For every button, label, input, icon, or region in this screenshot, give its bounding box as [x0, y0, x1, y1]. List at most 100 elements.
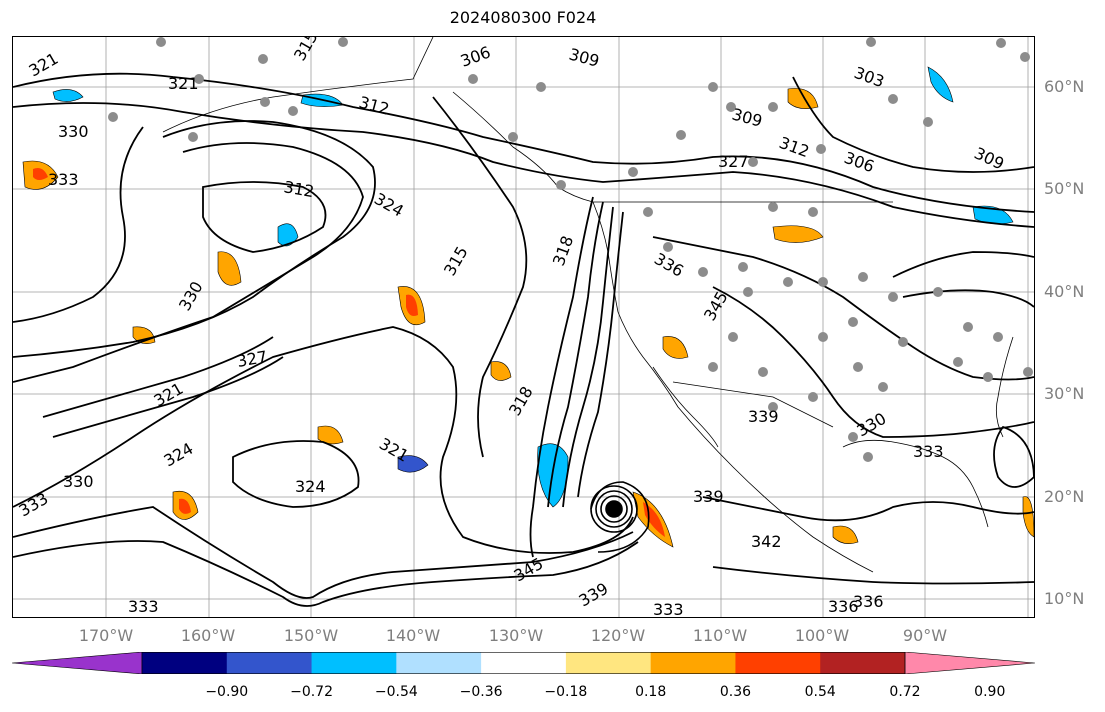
- station-marker: [953, 357, 963, 367]
- shade-blue-hudson: [927, 66, 954, 103]
- colorbar-tick-label: 0.54: [804, 684, 836, 700]
- station-marker: [748, 157, 758, 167]
- station-marker: [726, 102, 736, 112]
- longitude-label: 120°W: [590, 626, 646, 645]
- colorbar-segment: [820, 652, 906, 674]
- contour-label: 333: [48, 170, 79, 189]
- latitude-label: 60°N: [1044, 77, 1085, 96]
- longitude-label: 110°W: [692, 626, 748, 645]
- graticule: [13, 37, 1034, 617]
- contour-label: 315: [440, 243, 472, 279]
- contour-label: 339: [576, 579, 612, 611]
- coast-gulf: [842, 439, 989, 528]
- contour-label: 309: [567, 45, 601, 71]
- colorbar-tick-label: 0.90: [974, 684, 1006, 700]
- station-marker: [818, 332, 828, 342]
- shade-blue-gulf-alaska: [52, 89, 84, 102]
- station-marker: [863, 452, 873, 462]
- station-marker: [783, 277, 793, 287]
- station-marker: [923, 117, 933, 127]
- contour-label: 324: [371, 189, 407, 221]
- station-marker: [188, 132, 198, 142]
- station-marker: [808, 207, 818, 217]
- storm-spiral: [590, 481, 650, 553]
- chart-title: 2024080300 F024: [449, 8, 597, 27]
- station-marker: [663, 242, 673, 252]
- station-marker: [983, 372, 993, 382]
- station-marker: [643, 207, 653, 217]
- station-marker: [708, 82, 718, 92]
- station-marker: [768, 402, 778, 412]
- longitude-label: 150°W: [283, 626, 339, 645]
- contour-label: 309: [730, 105, 764, 131]
- station-marker: [194, 74, 204, 84]
- longitude-label: 140°W: [385, 626, 441, 645]
- station-marker: [258, 54, 268, 64]
- longitude-label: 170°W: [78, 626, 134, 645]
- shade-orange-10: [1022, 496, 1034, 538]
- shade-orange-7: [787, 88, 819, 109]
- latitude-label: 30°N: [1044, 384, 1085, 403]
- map-panel: 321 315 306 309 303 330 312 309 327 312 306 309 333 3…: [12, 36, 1035, 618]
- station-marker: [878, 382, 888, 392]
- longitude-label: 100°W: [794, 626, 850, 645]
- contour-label: 336: [828, 597, 859, 616]
- contour-label: 336: [651, 249, 687, 281]
- shade-blue-2: [277, 223, 299, 247]
- shade-red-3: [179, 498, 191, 514]
- contour-label: 330: [175, 278, 207, 314]
- station-marker: [628, 167, 638, 177]
- shaded-anomaly-areas: [22, 66, 1034, 548]
- colorbar-tick-label: −0.18: [544, 684, 588, 700]
- colorbar-tick-label: 0.72: [889, 684, 921, 700]
- station-marker: [728, 332, 738, 342]
- contour-label: 339: [693, 487, 724, 506]
- contour-label: 318: [505, 383, 537, 419]
- longitude-label: 160°W: [180, 626, 236, 645]
- contour-label: 321: [26, 49, 62, 81]
- contour-label: 306: [842, 148, 877, 176]
- station-marker: [848, 432, 858, 442]
- station-marker: [1020, 52, 1030, 62]
- shade-orange-11: [662, 336, 689, 359]
- station-marker: [758, 367, 768, 377]
- station-marker: [108, 112, 118, 122]
- contour-label: 330: [63, 472, 94, 491]
- station-marker: [156, 37, 166, 47]
- coast-baja: [652, 366, 719, 448]
- contour-label: 324: [161, 439, 197, 471]
- latitude-label: 40°N: [1044, 282, 1085, 301]
- contour-label: 321: [151, 379, 187, 411]
- contour-label: 327: [718, 152, 749, 171]
- contour-label: 339: [748, 407, 779, 426]
- colorbar-segment: [142, 652, 228, 674]
- coast-east: [995, 336, 1014, 438]
- station-marker: [808, 392, 818, 402]
- contour-label: 333: [653, 600, 684, 617]
- coast-alaska-panhandle: [452, 91, 594, 203]
- contour-label: 312: [282, 177, 315, 201]
- colorbar-outline: [141, 652, 906, 674]
- contour-label: 306: [458, 42, 493, 70]
- station-marker: [1023, 367, 1033, 377]
- latitude-label: 20°N: [1044, 487, 1085, 506]
- station-marker: [508, 132, 518, 142]
- station-marker: [556, 180, 566, 190]
- station-marker: [996, 38, 1006, 48]
- colorbar-segment: [226, 652, 313, 674]
- colorbar-segment: [481, 652, 567, 674]
- station-marker: [338, 37, 348, 47]
- station-marker: [858, 272, 868, 282]
- colorbar-segment: [396, 652, 482, 674]
- colorbar-segment: [650, 652, 736, 674]
- colorbar-tick-label: −0.54: [374, 684, 418, 700]
- contour-label: 330: [58, 122, 89, 141]
- station-marker: [698, 267, 708, 277]
- station-marker: [708, 362, 718, 372]
- station-marker: [963, 322, 973, 332]
- station-marker: [738, 262, 748, 272]
- contour-label: 312: [357, 93, 391, 119]
- station-marker: [933, 287, 943, 297]
- colorbar-tick-label: −0.90: [205, 684, 249, 700]
